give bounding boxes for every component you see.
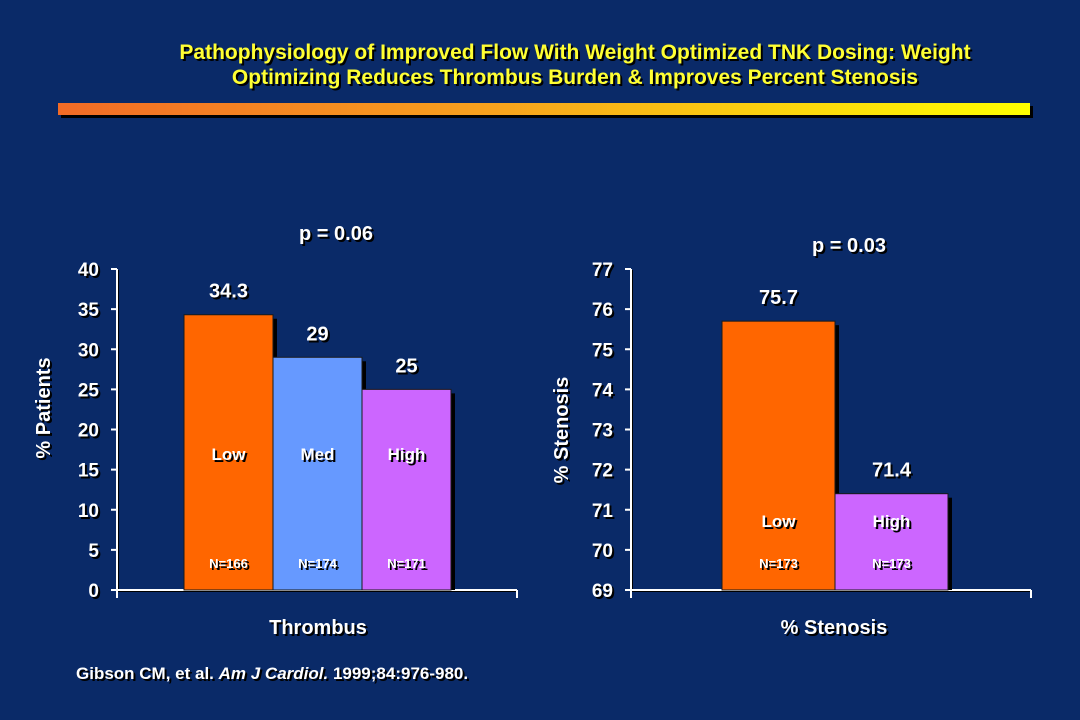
thrombus-p-value: p = 0.06 bbox=[299, 223, 373, 245]
thrombus-y-tick-label: 20 bbox=[78, 421, 99, 442]
thrombus-value-label: 25 bbox=[395, 355, 417, 377]
stenosis-value-label: 71.4 bbox=[872, 460, 912, 482]
stenosis-category-label-shadow: Low bbox=[764, 514, 799, 533]
citation-authors: Gibson CM, et al. bbox=[76, 664, 219, 683]
stenosis-n-label: N=173 bbox=[759, 556, 798, 571]
title-rule bbox=[58, 103, 1030, 115]
stenosis-y-tick-label: 76 bbox=[592, 300, 613, 321]
thrombus-y-tick-label-shadow: 20 bbox=[80, 423, 101, 444]
thrombus-value-label: 34.3 bbox=[209, 281, 248, 303]
stenosis-y-tick-label: 70 bbox=[592, 541, 613, 562]
thrombus-y-tick-label: 25 bbox=[78, 380, 100, 401]
thrombus-y-tick-label-shadow: 25 bbox=[80, 382, 102, 403]
thrombus-value-label-shadow: 25 bbox=[397, 357, 419, 379]
stenosis-y-tick-label-shadow: 70 bbox=[594, 543, 615, 564]
stenosis-y-tick-label-shadow: 71 bbox=[594, 503, 616, 524]
slide-title: Pathophysiology of Improved Flow With We… bbox=[70, 40, 1080, 90]
stenosis-value-label-shadow: 71.4 bbox=[874, 462, 914, 484]
stenosis-y-tick-label: 72 bbox=[592, 461, 613, 482]
stenosis-p-value-shadow: p = 0.03 bbox=[814, 237, 888, 259]
thrombus-category-label-shadow: Med bbox=[303, 447, 337, 466]
thrombus-value-label-shadow: 29 bbox=[308, 325, 330, 347]
thrombus-n-label-shadow: N=171 bbox=[389, 558, 428, 573]
stenosis-y-tick-label-shadow: 75 bbox=[594, 342, 616, 363]
stenosis-y-tick-label: 75 bbox=[592, 340, 614, 361]
thrombus-y-tick-label: 35 bbox=[78, 300, 100, 321]
thrombus-bar-med bbox=[272, 356, 363, 591]
stenosis-y-tick-label-shadow: 76 bbox=[594, 302, 615, 323]
thrombus-y-tick-label: 15 bbox=[78, 461, 100, 482]
thrombus-value-label: 29 bbox=[306, 323, 328, 345]
stenosis-bar-high bbox=[834, 493, 949, 591]
stenosis-n-label-shadow: N=173 bbox=[874, 558, 913, 573]
stenosis-category-label: Low bbox=[762, 512, 797, 531]
thrombus-y-tick-label: 0 bbox=[88, 581, 99, 602]
stenosis-value-label-shadow: 75.7 bbox=[761, 289, 800, 311]
thrombus-y-tick-label: 5 bbox=[88, 541, 99, 562]
thrombus-category-label: Low bbox=[212, 445, 247, 464]
stenosis-y-tick-label-shadow: 72 bbox=[594, 463, 615, 484]
thrombus-p-value-shadow: p = 0.06 bbox=[301, 225, 375, 247]
stenosis-y-tick-label: 74 bbox=[592, 380, 614, 401]
citation-journal: Am J Cardiol. bbox=[218, 664, 329, 683]
stenosis-y-tick-label: 69 bbox=[592, 581, 613, 602]
slide-title-line-1: Pathophysiology of Improved Flow With We… bbox=[179, 41, 971, 64]
stenosis-p-value: p = 0.03 bbox=[812, 235, 886, 257]
stenosis-n-label-shadow: N=173 bbox=[761, 558, 800, 573]
thrombus-y-tick-label-shadow: 0 bbox=[90, 583, 101, 604]
thrombus-value-label-shadow: 34.3 bbox=[211, 283, 250, 305]
thrombus-y-tick-label: 10 bbox=[78, 501, 99, 522]
stenosis-y-tick-label: 73 bbox=[592, 421, 613, 442]
stenosis-y-tick-label: 77 bbox=[592, 260, 613, 281]
stenosis-x-axis-title-shadow: % Stenosis bbox=[783, 619, 890, 641]
thrombus-y-tick-label: 30 bbox=[78, 340, 99, 361]
thrombus-category-label: High bbox=[388, 445, 426, 464]
thrombus-category-label: Med bbox=[301, 445, 335, 464]
stenosis-y-axis-title-shadow: % Stenosis bbox=[553, 379, 575, 486]
stenosis-category-label-shadow: High bbox=[875, 514, 913, 533]
stenosis-y-tick-label-shadow: 73 bbox=[594, 423, 615, 444]
thrombus-y-axis-title: % Patients bbox=[33, 357, 55, 458]
thrombus-bar-high bbox=[361, 388, 452, 591]
stenosis-x-axis-title: % Stenosis bbox=[781, 617, 888, 639]
stenosis-y-tick-label: 71 bbox=[592, 501, 614, 522]
thrombus-y-tick-label-shadow: 15 bbox=[80, 463, 102, 484]
stenosis-category-label: High bbox=[873, 512, 911, 531]
stenosis-value-label: 75.7 bbox=[759, 287, 798, 309]
stenosis-bar-low bbox=[721, 320, 836, 591]
thrombus-y-tick-label-shadow: 35 bbox=[80, 302, 102, 323]
stenosis-y-tick-label-shadow: 77 bbox=[594, 262, 615, 283]
thrombus-n-label-shadow: N=166 bbox=[211, 558, 250, 573]
stenosis-n-label: N=173 bbox=[872, 556, 911, 571]
thrombus-category-label-shadow: High bbox=[390, 447, 428, 466]
stenosis-y-tick-label-shadow: 69 bbox=[594, 583, 615, 604]
slide-title-line-2: Optimizing Reduces Thrombus Burden & Imp… bbox=[231, 66, 919, 89]
thrombus-y-tick-label-shadow: 5 bbox=[90, 543, 101, 564]
thrombus-bar-low bbox=[183, 314, 274, 591]
thrombus-y-tick-label: 40 bbox=[78, 260, 99, 281]
thrombus-n-label: N=174 bbox=[298, 556, 337, 571]
thrombus-y-tick-label-shadow: 30 bbox=[80, 342, 101, 363]
thrombus-x-axis-title-shadow: Thrombus bbox=[271, 619, 369, 641]
thrombus-n-label-shadow: N=174 bbox=[300, 558, 339, 573]
citation-ref: 1999;84:976-980. bbox=[328, 664, 469, 683]
thrombus-n-label: N=166 bbox=[209, 556, 248, 571]
thrombus-y-axis-title-shadow: % Patients bbox=[35, 359, 57, 460]
thrombus-x-axis-title: Thrombus bbox=[269, 617, 367, 639]
thrombus-category-label-shadow: Low bbox=[214, 447, 249, 466]
citation: Gibson CM, et al. Am J Cardiol. 1999;84:… bbox=[76, 664, 468, 684]
thrombus-y-tick-label-shadow: 10 bbox=[80, 503, 101, 524]
stenosis-y-tick-label-shadow: 74 bbox=[594, 382, 616, 403]
thrombus-y-tick-label-shadow: 40 bbox=[80, 262, 101, 283]
stenosis-y-axis-title: % Stenosis bbox=[551, 377, 573, 484]
thrombus-n-label: N=171 bbox=[387, 556, 426, 571]
